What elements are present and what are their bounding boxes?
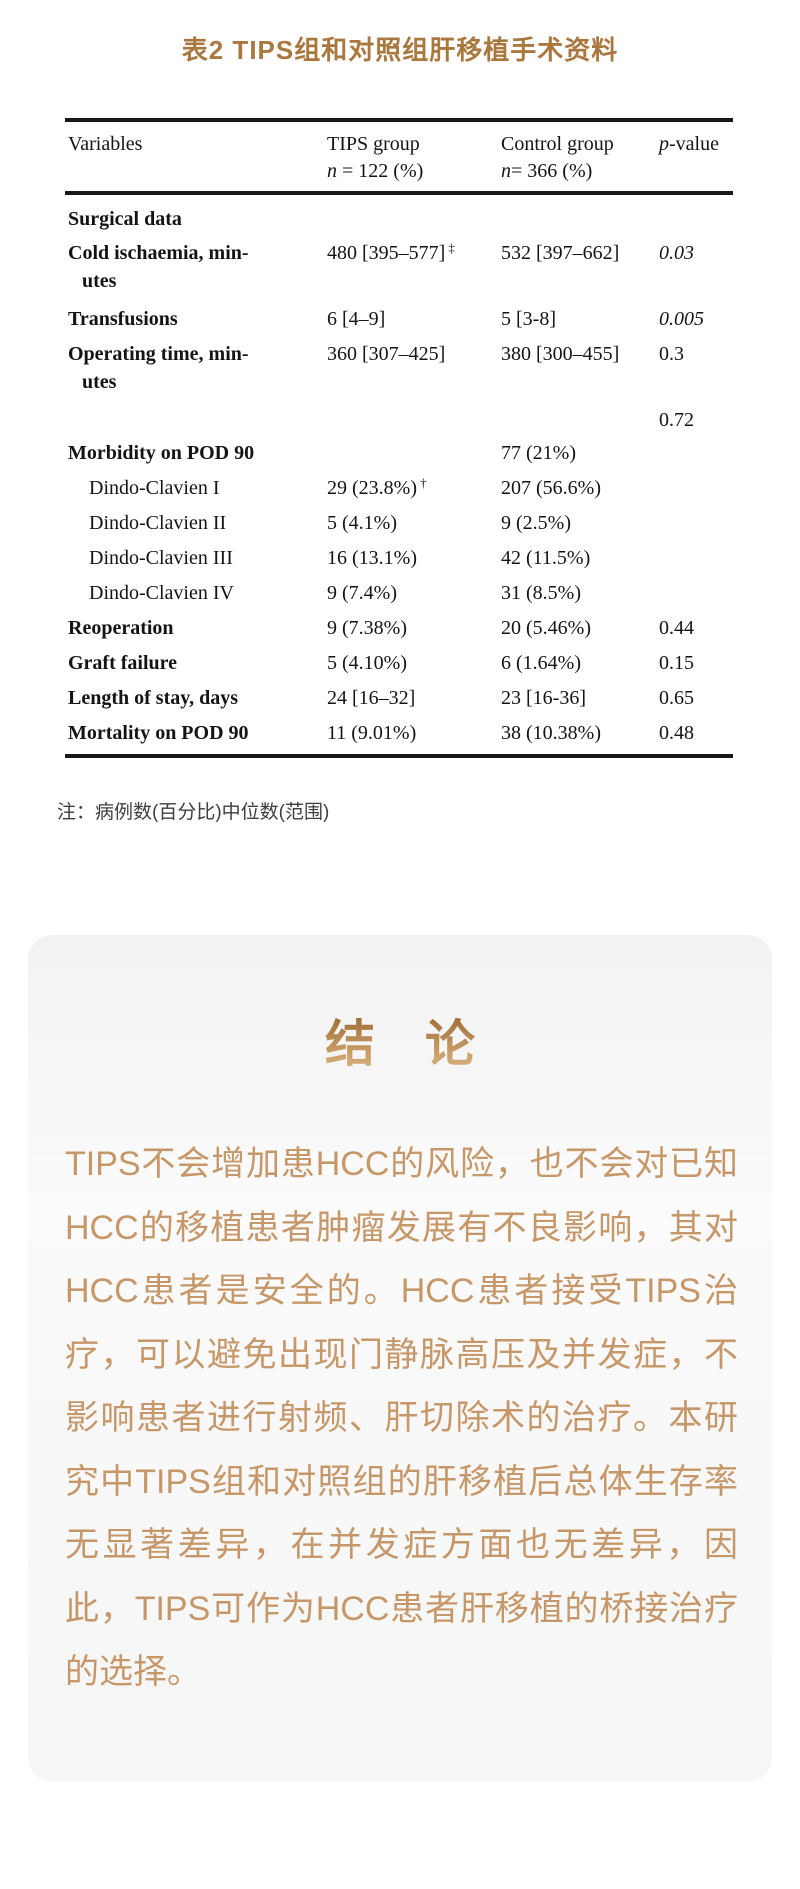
table-note: 注：病例数(百分比)中位数(范围) (57, 802, 330, 823)
table-row: Dindo-Clavien I 29 (23.8%) † 207 (56.6%) (65, 474, 733, 509)
row-label-cell: Operating time, min-utes (68, 343, 249, 393)
tips-value-cell: 6 [4–9] (327, 308, 386, 330)
p-value-cell: 0.48 (659, 722, 694, 744)
row-label-cell: Dindo-Clavien II (89, 512, 227, 534)
p-value-cell: 0.03 (659, 242, 694, 264)
table-row: 0.72 (65, 406, 733, 439)
tips-value-cell: 5 (4.10%) (327, 652, 407, 674)
tips-value-cell: 9 (7.38%) (327, 617, 407, 639)
table-rule-top (65, 118, 733, 122)
row-label-cell: Length of stay, days (68, 687, 239, 709)
control-value-cell: 23 [16-36] (501, 687, 586, 709)
table-row: Mortality on POD 90 11 (9.01%) 38 (10.38… (65, 719, 733, 754)
table-row: Dindo-Clavien III 16 (13.1%) 42 (11.5%) (65, 544, 733, 579)
tips-value-cell: 480 [395–577] ‡ (327, 240, 455, 264)
surgical-data-table: Variables TIPS group n = 122 (%) Control… (65, 118, 733, 758)
tips-value-cell: 9 (7.4%) (327, 582, 397, 604)
row-label-cell: Morbidity on POD 90 (68, 442, 255, 464)
control-value-cell: 6 (1.64%) (501, 652, 581, 674)
table-rule-bottom (65, 754, 733, 758)
control-value-cell: 42 (11.5%) (501, 547, 591, 569)
table-row: Graft failure 5 (4.10%) 6 (1.64%) 0.15 (65, 649, 733, 684)
p-value-cell: 0.15 (659, 652, 694, 674)
p-value-cell: 0.3 (659, 343, 684, 365)
control-value-cell: 77 (21%) (501, 442, 576, 464)
tips-value-cell: 24 [16–32] (327, 687, 416, 709)
tips-value-cell: 360 [307–425] (327, 343, 446, 365)
control-value-cell: 38 (10.38%) (501, 722, 601, 744)
tips-value-cell: 5 (4.1%) (327, 512, 397, 534)
table-row: Morbidity on POD 90 77 (21%) (65, 439, 733, 474)
tips-value-cell: 29 (23.8%) † (327, 475, 427, 499)
table-row: Transfusions 6 [4–9] 5 [3-8] 0.005 (65, 305, 733, 340)
row-label-cell: Dindo-Clavien I (89, 477, 220, 499)
table-row: Cold ischaemia, min-utes 480 [395–577] ‡ … (65, 239, 733, 305)
tips-value-cell: 11 (9.01%) (327, 722, 417, 744)
column-header-variables: Variables (68, 133, 143, 155)
control-value-cell: 532 [397–662] (501, 242, 620, 264)
column-header-tips-group: TIPS group n = 122 (%) (327, 133, 424, 182)
column-header-p-value: p-value (659, 133, 719, 155)
conclusion-text: TIPS不会增加患HCC的风险，也不会对已知HCC的移植患者肿瘤发展有不良影响，… (65, 1145, 738, 1691)
p-value-cell: 0.44 (659, 617, 694, 639)
table-body: Surgical data Cold ischaemia, min-utes 4… (65, 195, 733, 754)
control-value-cell: 9 (2.5%) (501, 512, 571, 534)
column-header-control-group: Control group n= 366 (%) (501, 133, 614, 182)
table-row: Length of stay, days 24 [16–32] 23 [16-3… (65, 684, 733, 719)
table-row: Operating time, min-utes 360 [307–425] 3… (65, 340, 733, 406)
p-value-cell: 0.005 (659, 308, 704, 330)
control-value-cell: 31 (8.5%) (501, 582, 581, 604)
tips-value-cell: 16 (13.1%) (327, 547, 417, 569)
conclusion-title: 结 论 (325, 1016, 475, 1072)
p-value-cell: 0.72 (659, 409, 694, 431)
table-header-row: Variables TIPS group n = 122 (%) Control… (65, 122, 733, 191)
row-label-cell: Dindo-Clavien III (89, 547, 233, 569)
row-label-cell: Reoperation (68, 617, 174, 639)
row-label-cell: Mortality on POD 90 (68, 722, 249, 744)
conclusion-card: 结 论 TIPS不会增加患HCC的风险，也不会对已知HCC的移植患者肿瘤发展有不… (28, 935, 772, 1781)
control-value-cell: 5 [3-8] (501, 308, 556, 330)
row-label-cell: Cold ischaemia, min-utes (68, 242, 249, 292)
table-row: Dindo-Clavien IV 9 (7.4%) 31 (8.5%) (65, 579, 733, 614)
control-value-cell: 207 (56.6%) (501, 477, 601, 499)
row-label-cell: Surgical data (68, 208, 182, 230)
table-row: Surgical data (65, 195, 733, 239)
control-value-cell: 380 [300–455] (501, 343, 620, 365)
table-caption: 表2 TIPS组和对照组肝移植手术资料 (181, 35, 619, 65)
table-row: Dindo-Clavien II 5 (4.1%) 9 (2.5%) (65, 509, 733, 544)
p-value-cell: 0.65 (659, 687, 694, 709)
control-value-cell: 20 (5.46%) (501, 617, 591, 639)
table-rule-middle (65, 191, 733, 195)
row-label-cell: Transfusions (68, 308, 178, 330)
table-row: Reoperation 9 (7.38%) 20 (5.46%) 0.44 (65, 614, 733, 649)
row-label-cell: Dindo-Clavien IV (89, 582, 234, 604)
row-label-cell: Graft failure (68, 652, 178, 674)
